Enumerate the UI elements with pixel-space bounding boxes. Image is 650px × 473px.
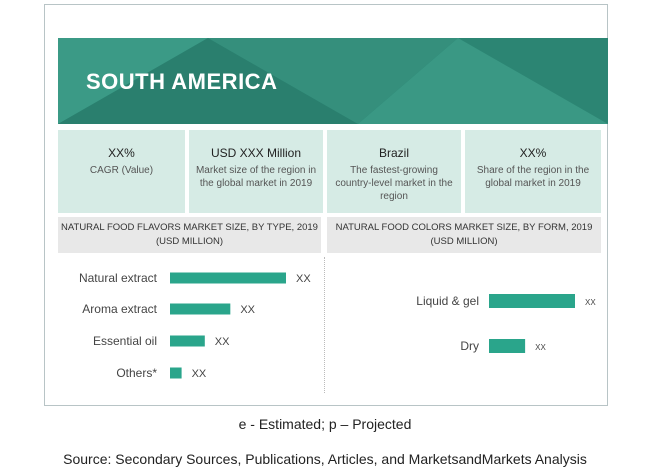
category-label-essential-oil: Essential oil — [93, 334, 157, 348]
category-label-dry: Dry — [460, 339, 479, 353]
bar-essential-oil — [170, 335, 205, 347]
stat-box-market-size: USD XXX Million Market size of the regio… — [189, 130, 323, 213]
colors-chart-title: NATURAL FOOD COLORS MARKET SIZE, BY FORM… — [327, 217, 601, 253]
stat-main-value: Brazil — [378, 146, 409, 160]
footnote: e - Estimated; p – Projected — [238, 416, 412, 432]
data-label-natural-extract: XX — [296, 273, 311, 285]
source-note: Source: Secondary Sources, Publications,… — [63, 451, 587, 467]
region-banner: SOUTH AMERICA — [58, 38, 608, 124]
bar-aroma-extract — [170, 303, 231, 315]
category-label-natural-extract: Natural extract — [79, 271, 158, 285]
stat-box-fastest-country: Brazil The fastest-growing country-level… — [327, 130, 461, 213]
infographic-frame: SOUTH AMERICA XX% CAGR (Value) USD XXX M… — [44, 4, 608, 406]
data-label-liquid-gel: XX — [585, 298, 596, 307]
colors-bar-chart: Liquid & gel XX Dry XX — [416, 294, 596, 353]
stat-box-cagr: XX% CAGR (Value) — [58, 130, 185, 213]
stat-sub-text: Market size of the region in the global … — [195, 165, 317, 189]
data-label-essential-oil: XX — [215, 336, 230, 348]
banner-pattern — [58, 38, 608, 124]
stat-sub-text: CAGR (Value) — [89, 165, 154, 176]
category-label-aroma-extract: Aroma extract — [82, 302, 157, 316]
flavors-chart-title: NATURAL FOOD FLAVORS MARKET SIZE, BY TYP… — [58, 217, 321, 253]
bar-natural-extract — [170, 272, 286, 284]
category-label-liquid-gel: Liquid & gel — [416, 294, 479, 308]
flavors-bar-chart: Natural extract XX Aroma extract XX Essentia… — [79, 271, 311, 380]
stat-box-share: XX% Share of the region in the global ma… — [465, 130, 601, 213]
data-label-aroma-extract: XX — [240, 304, 255, 316]
stat-sub-text: Share of the region in the global market… — [476, 165, 590, 189]
stat-main-value: USD XXX Million — [210, 146, 302, 160]
data-label-dry: XX — [535, 343, 546, 352]
bar-liquid-gel — [489, 294, 575, 308]
bar-dry — [489, 339, 526, 353]
stat-main-value: XX% — [108, 146, 135, 160]
chart-divider — [324, 257, 325, 393]
stat-main-value: XX% — [519, 146, 547, 160]
region-title: SOUTH AMERICA — [86, 69, 278, 94]
bar-others — [170, 367, 182, 379]
data-label-others: XX — [192, 368, 207, 380]
category-label-others: Others* — [116, 366, 157, 380]
stat-sub-text: The fastest-growing country-level market… — [335, 165, 453, 202]
